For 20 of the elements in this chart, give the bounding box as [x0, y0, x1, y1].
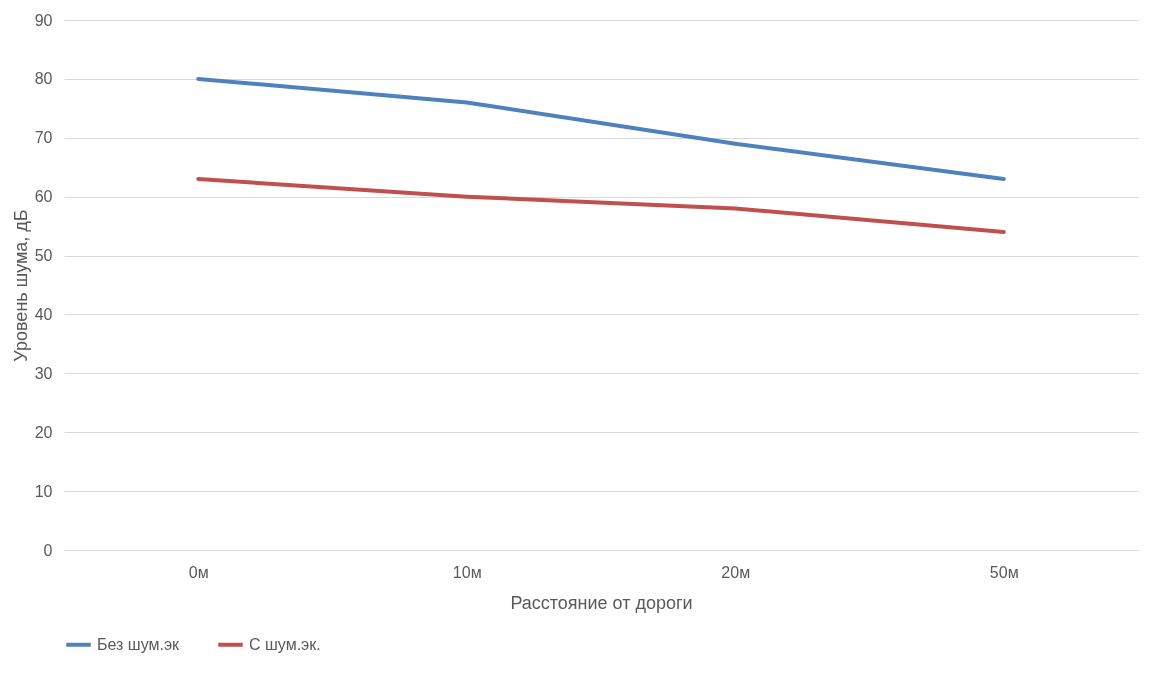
y-tick-label: 0: [43, 541, 53, 559]
line-series: [196, 76, 1006, 181]
y-tick-label: 30: [34, 364, 53, 382]
y-tick-label: 40: [34, 305, 53, 323]
y-tick-label: 10: [34, 482, 53, 500]
legend-label: Без шум.эк: [97, 635, 181, 653]
y-tick-label: 20: [34, 423, 53, 441]
line-series: [196, 177, 1006, 234]
x-tick-label: 10м: [452, 563, 482, 581]
x-tick-label: 0м: [188, 563, 209, 581]
y-tick-label: 70: [34, 129, 53, 147]
y-tick-label: 50: [34, 247, 53, 265]
y-tick-label: 90: [34, 11, 53, 29]
y-tick-label: 60: [34, 188, 53, 206]
legend-label: С шум.эк.: [249, 635, 321, 653]
x-axis-title: Расстояние от дороги: [510, 592, 693, 613]
y-tick-label: 80: [34, 70, 53, 88]
x-tick-label: 50м: [989, 563, 1019, 581]
x-tick-label: 20м: [721, 563, 751, 581]
y-axis-title: Уровень шума, дБ: [10, 209, 31, 362]
